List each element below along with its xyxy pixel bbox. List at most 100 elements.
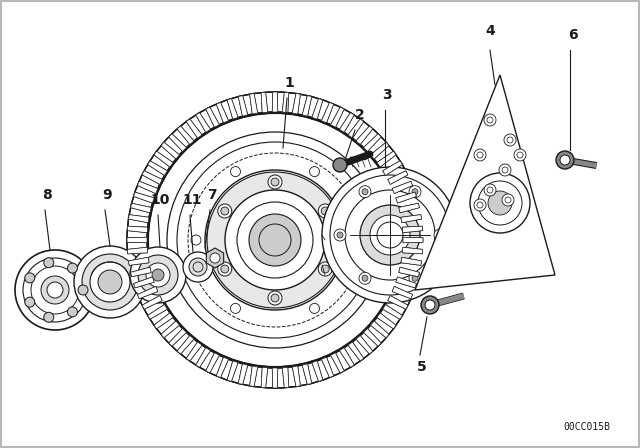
Polygon shape: [388, 296, 408, 309]
Circle shape: [310, 303, 319, 314]
Polygon shape: [161, 142, 179, 159]
Circle shape: [41, 276, 69, 304]
Polygon shape: [403, 237, 423, 243]
Text: 11: 11: [182, 193, 202, 207]
Polygon shape: [339, 348, 354, 367]
Circle shape: [230, 303, 241, 314]
Circle shape: [488, 191, 512, 215]
Polygon shape: [154, 313, 173, 329]
Circle shape: [499, 164, 511, 176]
Polygon shape: [371, 321, 389, 338]
Polygon shape: [216, 103, 228, 123]
Polygon shape: [401, 215, 422, 223]
Circle shape: [15, 250, 95, 330]
Circle shape: [23, 258, 87, 322]
Circle shape: [434, 229, 446, 241]
Polygon shape: [161, 142, 179, 159]
Circle shape: [183, 252, 213, 282]
Polygon shape: [127, 247, 148, 254]
Circle shape: [78, 285, 88, 295]
Circle shape: [25, 297, 35, 307]
Polygon shape: [302, 95, 312, 116]
Circle shape: [44, 312, 54, 322]
Polygon shape: [138, 286, 158, 299]
Polygon shape: [216, 357, 228, 378]
Polygon shape: [196, 348, 211, 367]
Polygon shape: [392, 181, 413, 194]
Circle shape: [321, 207, 329, 215]
Polygon shape: [348, 342, 364, 361]
Circle shape: [362, 276, 368, 281]
Circle shape: [82, 254, 138, 310]
Polygon shape: [401, 257, 422, 265]
Polygon shape: [129, 215, 149, 223]
Polygon shape: [134, 277, 154, 288]
Polygon shape: [186, 342, 202, 361]
Circle shape: [412, 189, 418, 195]
Polygon shape: [331, 107, 344, 127]
Polygon shape: [348, 342, 364, 361]
Polygon shape: [302, 95, 312, 116]
Polygon shape: [177, 126, 194, 145]
Circle shape: [268, 291, 282, 305]
Polygon shape: [399, 267, 419, 277]
Polygon shape: [292, 94, 300, 114]
Circle shape: [359, 186, 371, 198]
Polygon shape: [403, 226, 422, 233]
Circle shape: [514, 149, 526, 161]
Polygon shape: [272, 368, 278, 388]
Polygon shape: [177, 336, 194, 354]
Polygon shape: [161, 321, 179, 338]
Circle shape: [148, 113, 402, 367]
Polygon shape: [403, 247, 422, 254]
Polygon shape: [383, 305, 403, 319]
Polygon shape: [356, 126, 373, 145]
Polygon shape: [321, 357, 333, 378]
Polygon shape: [169, 134, 186, 151]
Polygon shape: [148, 305, 167, 319]
Circle shape: [67, 307, 77, 317]
Circle shape: [425, 300, 435, 310]
Polygon shape: [401, 215, 422, 223]
Polygon shape: [339, 348, 354, 367]
Polygon shape: [196, 112, 211, 132]
Polygon shape: [377, 151, 396, 167]
Polygon shape: [227, 361, 238, 381]
Circle shape: [221, 265, 228, 273]
Polygon shape: [356, 336, 373, 354]
Polygon shape: [282, 92, 289, 112]
Polygon shape: [216, 103, 228, 123]
Polygon shape: [134, 192, 154, 203]
Circle shape: [152, 269, 164, 281]
Polygon shape: [282, 367, 289, 388]
Polygon shape: [403, 237, 423, 243]
Polygon shape: [186, 119, 202, 138]
Polygon shape: [250, 94, 258, 114]
Polygon shape: [138, 181, 158, 194]
Polygon shape: [148, 305, 167, 319]
Circle shape: [370, 215, 410, 255]
Polygon shape: [312, 99, 323, 119]
Circle shape: [98, 270, 122, 294]
Polygon shape: [227, 361, 238, 381]
Circle shape: [362, 189, 368, 195]
Circle shape: [221, 207, 228, 215]
Polygon shape: [282, 92, 289, 112]
Polygon shape: [127, 237, 147, 243]
Polygon shape: [127, 226, 148, 233]
Text: 10: 10: [150, 193, 170, 207]
Polygon shape: [339, 112, 354, 132]
Polygon shape: [250, 94, 258, 114]
Circle shape: [337, 232, 343, 238]
Polygon shape: [377, 313, 396, 329]
Polygon shape: [272, 92, 278, 112]
Polygon shape: [371, 321, 389, 338]
Circle shape: [189, 258, 207, 276]
Circle shape: [560, 155, 570, 165]
Polygon shape: [206, 353, 220, 373]
Polygon shape: [403, 226, 422, 233]
Polygon shape: [177, 126, 194, 145]
Circle shape: [470, 173, 530, 233]
Circle shape: [230, 167, 241, 177]
Polygon shape: [227, 99, 238, 119]
